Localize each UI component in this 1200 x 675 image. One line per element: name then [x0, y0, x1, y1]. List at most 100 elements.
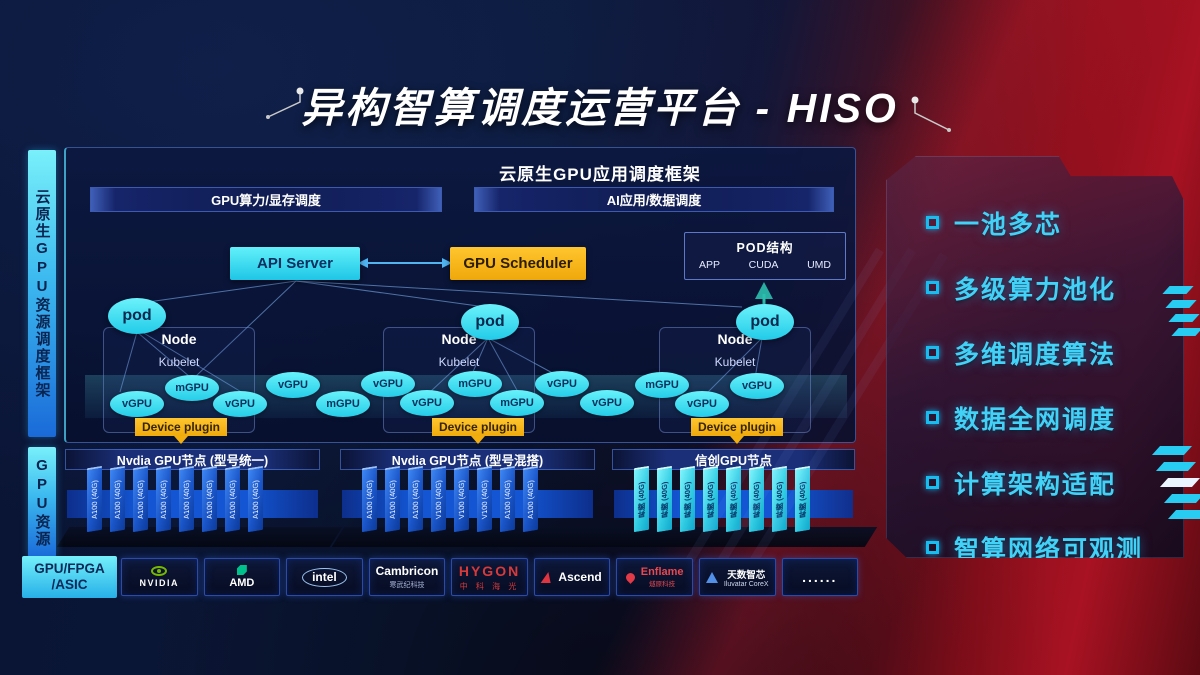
- gpu-card: 昇腾 (40G): [657, 465, 672, 533]
- gpu-slice-ellipse: mGPU: [316, 391, 370, 417]
- kubelet-label: Kubelet: [158, 355, 200, 369]
- gpu-card: A100 (40G): [385, 465, 400, 533]
- device-plugin-2: Device plugin: [432, 418, 524, 444]
- vendor-ascend: Ascend: [533, 558, 611, 596]
- gpu-card: A100 (40G): [110, 465, 125, 533]
- hazard-stripes-top: [1162, 286, 1200, 342]
- gpu-card: 昇腾 (40G): [726, 465, 741, 533]
- gpu-card: A100 (40G): [87, 465, 102, 533]
- device-plugin-3: Device plugin: [691, 418, 783, 444]
- feature-item: 数据全网调度: [926, 385, 1143, 450]
- gpu-card: 昇腾 (40G): [795, 465, 810, 533]
- hazard-stripes-bottom: [1151, 446, 1200, 526]
- gpu-card: A100 (40G): [408, 465, 423, 533]
- gpu-slice-ellipse: mGPU: [165, 375, 219, 401]
- vendor-amd: AMD: [203, 558, 281, 596]
- pod-structure-box: POD结构 APP CUDA UMD: [684, 232, 846, 280]
- gpu-node-group-xinchuang: 昇腾 (40G) 昇腾 (40G) 昇腾 (40G) 昇腾 (40G) 昇腾 (40G)…: [603, 449, 878, 555]
- kubelet-label: Kubelet: [438, 355, 480, 369]
- ascend-logo-icon: [541, 571, 554, 583]
- gpu-card: 昇腾 (40G): [772, 465, 787, 533]
- pod-structure-title: POD结构: [736, 241, 794, 255]
- vendor-row: NVIDIA AMD intel Cambricon 寒武纪科技 HYGON 中…: [121, 558, 859, 596]
- feature-panel: 一池多芯 多级算力池化 多维调度算法 数据全网调度 计算架构适配 智算网络可观测: [886, 156, 1184, 558]
- gpu-node-group-uniform: A100 (40G) A100 (40G) A100 (40G) A100 (40G)…: [56, 449, 343, 555]
- intel-logo-icon: intel: [302, 567, 347, 587]
- gpu-slice-ellipse: vGPU: [266, 372, 320, 398]
- square-bullet-icon: [926, 346, 939, 359]
- gpu-card-row: A100 (40G) A100 (40G) A100 (40G) V100 (40G)…: [362, 465, 538, 533]
- gpu-card: 昇腾 (40G): [680, 465, 695, 533]
- device-plugin-1: Device plugin: [135, 418, 227, 444]
- kubelet-label: Kubelet: [714, 355, 756, 369]
- gpu-slice-ellipse: vGPU: [110, 391, 164, 417]
- gpu-card: 昇腾 (40G): [703, 465, 718, 533]
- vendor-category-label: GPU/FPGA /ASIC: [22, 556, 117, 598]
- gpu-card: A100 (40G): [362, 465, 377, 533]
- bar-gpu-compute-scheduling: GPU算力/显存调度: [90, 187, 442, 212]
- gpu-slice-ellipse: mGPU: [448, 371, 502, 397]
- pod-structure-item-umd: UMD: [807, 259, 831, 271]
- pod-ellipse-2: pod: [461, 304, 519, 340]
- gpu-slice-ellipse: mGPU: [635, 372, 689, 398]
- title-circuit-decoration-left: [260, 84, 308, 125]
- vendor-hygon: HYGON 中 科 海 光: [451, 558, 528, 596]
- gpu-card: A100 (40G): [133, 465, 148, 533]
- gpu-card: 昇腾 (40G): [634, 465, 649, 533]
- feature-item: 一池多芯: [926, 190, 1143, 255]
- gpu-scheduler-box: GPU Scheduler: [450, 247, 586, 280]
- gpu-card: A100 (40G): [202, 465, 217, 533]
- pod-ellipse-1: pod: [108, 298, 166, 334]
- node-label: Node: [717, 331, 753, 347]
- square-bullet-icon: [926, 216, 939, 229]
- square-bullet-icon: [926, 411, 939, 424]
- gpu-slice-ellipse: vGPU: [535, 371, 589, 397]
- gpu-card: V100 (40G): [431, 465, 446, 533]
- rail-gpu-resources: GPU资源: [28, 447, 56, 557]
- vendor-nvidia: NVIDIA: [121, 558, 198, 596]
- gpu-slice-ellipse: vGPU: [580, 390, 634, 416]
- pod-structure-item-cuda: CUDA: [748, 259, 779, 271]
- gpu-card-row: 昇腾 (40G) 昇腾 (40G) 昇腾 (40G) 昇腾 (40G) 昇腾 (40G)…: [634, 465, 810, 533]
- square-bullet-icon: [926, 281, 939, 294]
- bar-ai-data-scheduling: AI应用/数据调度: [474, 187, 834, 212]
- vendor-others: ......: [781, 558, 859, 596]
- iluvatar-logo-icon: [705, 571, 718, 583]
- gpu-card: A100 (40G): [500, 465, 515, 533]
- gpu-card: A100 (40G): [523, 465, 538, 533]
- gpu-slice-ellipse: mGPU: [490, 390, 544, 416]
- vendor-cambricon: Cambricon 寒武纪科技: [368, 558, 446, 596]
- enflame-logo-icon: [623, 570, 637, 584]
- gpu-node-group-mixed: A100 (40G) A100 (40G) A100 (40G) V100 (40G)…: [331, 449, 618, 555]
- gpu-card: A100 (40G): [248, 465, 263, 533]
- amd-logo-icon: [236, 565, 247, 575]
- feature-item: 多维调度算法: [926, 320, 1143, 385]
- node-label: Node: [161, 331, 197, 347]
- vendor-intel: intel: [286, 558, 363, 596]
- pod-ellipse-3: pod: [736, 304, 794, 340]
- nvidia-logo-icon: [151, 566, 168, 576]
- feature-item: 智算网络可观测: [926, 515, 1143, 558]
- api-server-box: API Server: [230, 247, 360, 280]
- vendor-enflame: Enflame 燧原科技: [616, 558, 693, 596]
- feature-item: 计算架构适配: [926, 450, 1143, 515]
- gpu-card: A100 (40G): [179, 465, 194, 533]
- rail-cloud-native-gpu-framework: 云原生GPU资源调度框架: [28, 150, 56, 437]
- gpu-slice-ellipse: vGPU: [361, 371, 415, 397]
- gpu-card: V100 (40G): [477, 465, 492, 533]
- vendor-iluvatar: 天数智芯 Iluvatar CoreX: [698, 558, 776, 596]
- gpu-card: V100 (40G): [454, 465, 469, 533]
- gpu-slice-ellipse: vGPU: [213, 391, 267, 417]
- gpu-card-row: A100 (40G) A100 (40G) A100 (40G) A100 (40G)…: [87, 465, 263, 533]
- gpu-slice-ellipse: vGPU: [730, 373, 784, 399]
- feature-list: 一池多芯 多级算力池化 多维调度算法 数据全网调度 计算架构适配 智算网络可观测: [926, 190, 1143, 558]
- pod-structure-item-app: APP: [699, 259, 721, 271]
- gpu-group-header: Nvdia GPU节点 (型号混搭): [340, 449, 595, 470]
- gpu-card: A100 (40G): [156, 465, 171, 533]
- square-bullet-icon: [926, 476, 939, 489]
- feature-item: 多级算力池化: [926, 255, 1143, 320]
- square-bullet-icon: [926, 541, 939, 554]
- gpu-card: A100 (40G): [225, 465, 240, 533]
- title-circuit-decoration-right: [903, 92, 963, 139]
